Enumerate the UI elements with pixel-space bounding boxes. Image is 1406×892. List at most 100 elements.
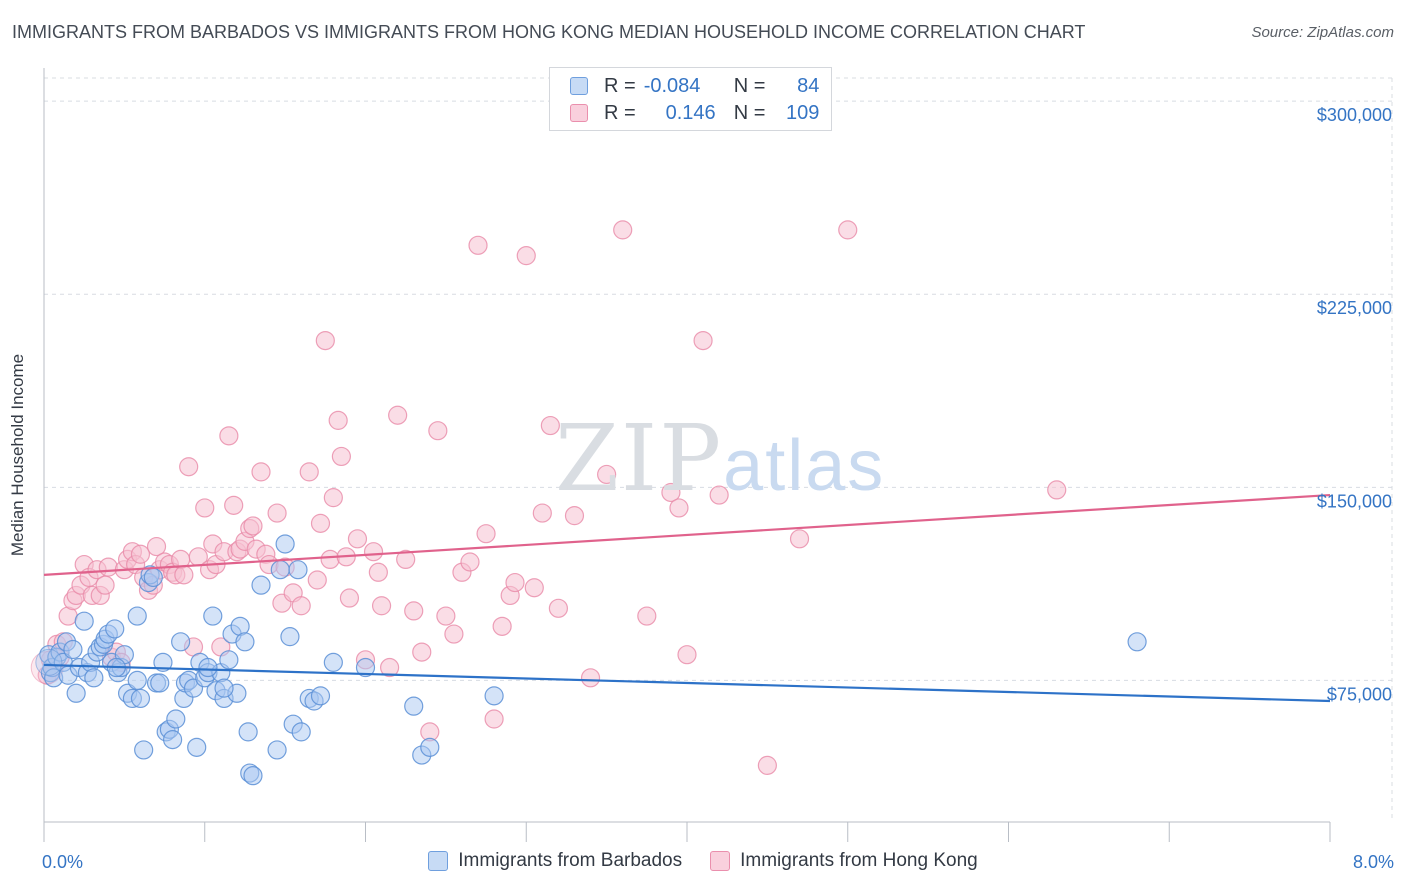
data-point-barbados xyxy=(1127,632,1147,652)
data-point-barbados xyxy=(150,673,170,693)
data-point-hong-kong xyxy=(328,410,348,430)
data-point-hong-kong xyxy=(368,562,388,582)
legend-swatch-barbados xyxy=(570,77,588,95)
data-point-barbados xyxy=(134,740,154,760)
chart-title: IMMIGRANTS FROM BARBADOS VS IMMIGRANTS F… xyxy=(12,22,1086,42)
data-point-hong-kong xyxy=(428,421,448,441)
y-tick-label: $300,000 xyxy=(1317,105,1392,125)
data-point-hong-kong xyxy=(95,575,115,595)
data-point-barbados xyxy=(171,632,191,652)
legend-swatch-barbados xyxy=(428,851,449,871)
data-point-barbados xyxy=(187,737,207,757)
data-point-hong-kong xyxy=(524,578,544,598)
data-point-barbados-cluster xyxy=(35,648,63,676)
data-point-hong-kong xyxy=(580,668,601,688)
data-point-hong-kong xyxy=(310,513,331,533)
y-tick-labels: $75,000 $150,000 $225,000 $300,000 xyxy=(1317,105,1392,704)
x-tick-label-max: 8.0% xyxy=(1352,852,1394,872)
legend-swatch-hong-kong xyxy=(710,851,731,871)
data-point-hong-kong xyxy=(757,755,777,775)
data-point-hong-kong xyxy=(436,606,456,626)
data-point-barbados xyxy=(66,683,86,703)
legend-item-barbados: Immigrants from Barbados xyxy=(428,850,682,872)
watermark: ZIPatlas xyxy=(555,405,885,512)
data-point-barbados xyxy=(74,611,94,631)
data-point-hong-kong xyxy=(532,503,552,523)
data-point-hong-kong xyxy=(484,709,504,729)
data-point-hong-kong xyxy=(224,495,244,515)
data-point-hong-kong xyxy=(195,498,215,518)
data-point-barbados xyxy=(238,722,258,742)
watermark-atlas: atlas xyxy=(723,426,886,506)
data-point-barbados xyxy=(219,650,239,670)
legend-row-barbados: R = -0.084 N = 84 xyxy=(570,72,819,100)
data-point-barbados xyxy=(143,567,163,588)
data-point-barbados xyxy=(127,670,147,691)
data-point-barbados xyxy=(235,632,255,652)
data-point-hong-kong xyxy=(371,596,392,616)
data-point-hong-kong xyxy=(267,503,287,523)
data-point-hong-kong xyxy=(130,544,151,564)
data-point-hong-kong xyxy=(838,220,858,240)
data-point-hong-kong xyxy=(505,572,525,593)
legend-r-label: R = xyxy=(604,74,636,97)
data-point-hong-kong xyxy=(460,552,480,572)
data-point-hong-kong xyxy=(363,542,384,562)
data-point-hong-kong xyxy=(548,598,569,618)
y-tick-label: $150,000 xyxy=(1317,491,1392,511)
legend-n-value: 84 xyxy=(797,74,820,97)
data-point-hong-kong xyxy=(320,549,340,570)
data-point-hong-kong xyxy=(669,498,689,518)
data-point-barbados xyxy=(404,696,424,716)
legend-label-barbados: Immigrants from Barbados xyxy=(458,850,683,871)
data-point-barbados xyxy=(267,740,287,760)
x-tick-label-min: 0.0% xyxy=(42,852,84,872)
data-point-hong-kong xyxy=(476,524,496,544)
legend-n-value: 109 xyxy=(786,101,820,124)
data-point-barbados xyxy=(203,606,223,626)
data-point-hong-kong xyxy=(677,645,697,665)
data-point-barbados xyxy=(214,678,234,698)
data-point-hong-kong xyxy=(412,642,432,662)
data-point-hong-kong xyxy=(789,529,810,549)
data-point-hong-kong xyxy=(540,415,560,436)
data-point-hong-kong xyxy=(299,462,319,482)
data-point-hong-kong xyxy=(709,485,729,505)
axes xyxy=(43,68,1331,842)
data-point-hong-kong xyxy=(243,516,263,536)
y-tick-label: $225,000 xyxy=(1317,298,1392,318)
trend-line-hong-kong xyxy=(43,493,1331,576)
data-point-barbados xyxy=(310,686,331,706)
data-point-barbados xyxy=(323,652,343,672)
data-point-barbados xyxy=(275,534,295,554)
data-point-hong-kong xyxy=(1047,480,1067,500)
y-axis-label: Median Household Income xyxy=(8,353,27,557)
data-point-hong-kong xyxy=(146,536,167,557)
data-point-hong-kong xyxy=(637,606,657,626)
data-point-barbados xyxy=(420,737,440,757)
data-point-barbados xyxy=(484,686,504,706)
y-tick-label: $75,000 xyxy=(1327,684,1392,704)
legend-label-hong-kong: Immigrants from Hong Kong xyxy=(740,850,978,871)
data-point-hong-kong xyxy=(339,588,360,608)
data-point-hong-kong xyxy=(307,570,327,590)
data-point-hong-kong xyxy=(291,596,311,616)
data-point-barbados xyxy=(84,668,104,688)
watermark-zip: ZIP xyxy=(555,405,724,512)
legend-n-label: N = xyxy=(733,74,766,97)
data-point-hong-kong xyxy=(219,426,239,446)
legend-r-value: 0.146 xyxy=(665,101,716,124)
data-point-hong-kong xyxy=(323,488,343,508)
data-point-barbados xyxy=(127,606,147,626)
data-point-hong-kong xyxy=(492,616,512,636)
data-point-barbados xyxy=(163,730,183,750)
data-point-hong-kong xyxy=(388,405,408,425)
data-point-hong-kong xyxy=(661,482,681,503)
data-point-hong-kong xyxy=(444,624,464,644)
legend-row-hong-kong: R = 0.146 N = 109 xyxy=(570,99,819,127)
data-point-barbados xyxy=(291,722,311,742)
trend-line-barbados xyxy=(43,663,1331,703)
data-point-barbados xyxy=(288,560,308,580)
data-point-barbados xyxy=(198,657,218,678)
